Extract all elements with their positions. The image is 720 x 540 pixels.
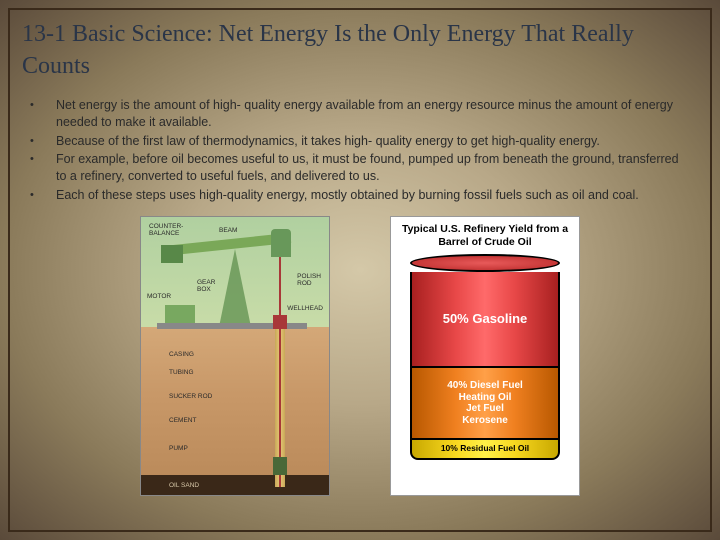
- pj-label-tubing: TUBING: [169, 369, 194, 376]
- pj-label-suckerrod: SUCKER ROD: [169, 393, 212, 400]
- slide-border: [8, 8, 712, 532]
- pj-pump: [273, 457, 287, 475]
- pj-label-motor: MOTOR: [147, 293, 171, 300]
- pj-label-casing: CASING: [169, 351, 194, 358]
- pj-tower: [219, 249, 251, 327]
- barrel-diagram: Typical U.S. Refinery Yield from a Barre…: [390, 216, 580, 496]
- pj-horsehead: [271, 229, 291, 257]
- barrel-seg-gasoline: 50% Gasoline: [410, 272, 560, 368]
- barrel-seg-residual: 10% Residual Fuel Oil: [410, 440, 560, 460]
- pj-label-beam: BEAM: [219, 227, 237, 234]
- pj-label-oilsand: OIL SAND: [169, 482, 199, 489]
- pj-label-pump: PUMP: [169, 445, 188, 452]
- pj-label-gearbox: GEARBOX: [197, 279, 215, 293]
- pumpjack-diagram: COUNTER-BALANCE BEAM MOTOR GEARBOX POLIS…: [140, 216, 330, 496]
- barrel-body: 50% Gasoline 40% Diesel FuelHeating OilJ…: [410, 254, 560, 462]
- pj-counterweight: [161, 245, 183, 263]
- pj-label-wellhead: WELLHEAD: [287, 305, 323, 312]
- barrel-lid: [410, 254, 560, 272]
- pj-label-cement: CEMENT: [169, 417, 196, 424]
- pj-rod: [279, 257, 281, 487]
- pj-label-counter: COUNTER-BALANCE: [149, 223, 183, 237]
- pj-motor: [165, 305, 195, 325]
- barrel-seg-diesel: 40% Diesel FuelHeating OilJet FuelKerose…: [410, 368, 560, 440]
- pj-label-polishrod: POLISHROD: [297, 273, 321, 287]
